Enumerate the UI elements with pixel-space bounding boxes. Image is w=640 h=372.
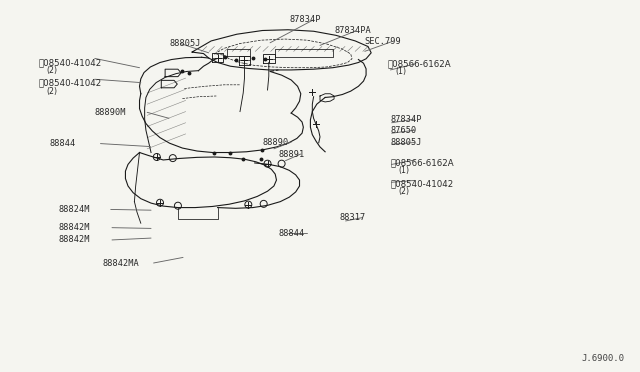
Text: J.6900.0: J.6900.0 <box>581 355 624 363</box>
Text: Ⓢ08540-41042: Ⓢ08540-41042 <box>38 79 102 88</box>
Text: (2): (2) <box>398 187 410 196</box>
Text: 88805J: 88805J <box>170 39 201 48</box>
Text: 88890: 88890 <box>262 138 289 147</box>
Text: 88824M: 88824M <box>59 205 90 214</box>
Text: 88805J: 88805J <box>390 138 422 147</box>
Text: (2): (2) <box>46 87 58 96</box>
Text: SEC.799: SEC.799 <box>365 37 401 46</box>
Text: 88842M: 88842M <box>59 223 90 232</box>
Text: 87834PA: 87834PA <box>334 26 371 35</box>
Text: 88890M: 88890M <box>95 108 126 117</box>
Text: 88844: 88844 <box>50 139 76 148</box>
Text: 88317: 88317 <box>339 213 365 222</box>
Text: Ⓢ08540-41042: Ⓢ08540-41042 <box>390 179 454 188</box>
Text: (1): (1) <box>396 67 406 77</box>
Text: 88842M: 88842M <box>59 235 90 244</box>
Text: (2): (2) <box>46 66 58 75</box>
Text: 87834P: 87834P <box>390 115 422 124</box>
Text: 88842MA: 88842MA <box>102 259 139 267</box>
Text: (1): (1) <box>398 166 410 176</box>
Text: 88891: 88891 <box>278 150 305 158</box>
Text: 87834P: 87834P <box>289 15 321 24</box>
Text: Ⓢ08566-6162A: Ⓢ08566-6162A <box>390 158 454 167</box>
Text: 88844: 88844 <box>278 229 305 238</box>
Text: Ⓢ08566-6162A: Ⓢ08566-6162A <box>387 60 451 68</box>
Text: Ⓢ08540-41042: Ⓢ08540-41042 <box>38 58 102 67</box>
Text: 87650: 87650 <box>390 126 417 135</box>
